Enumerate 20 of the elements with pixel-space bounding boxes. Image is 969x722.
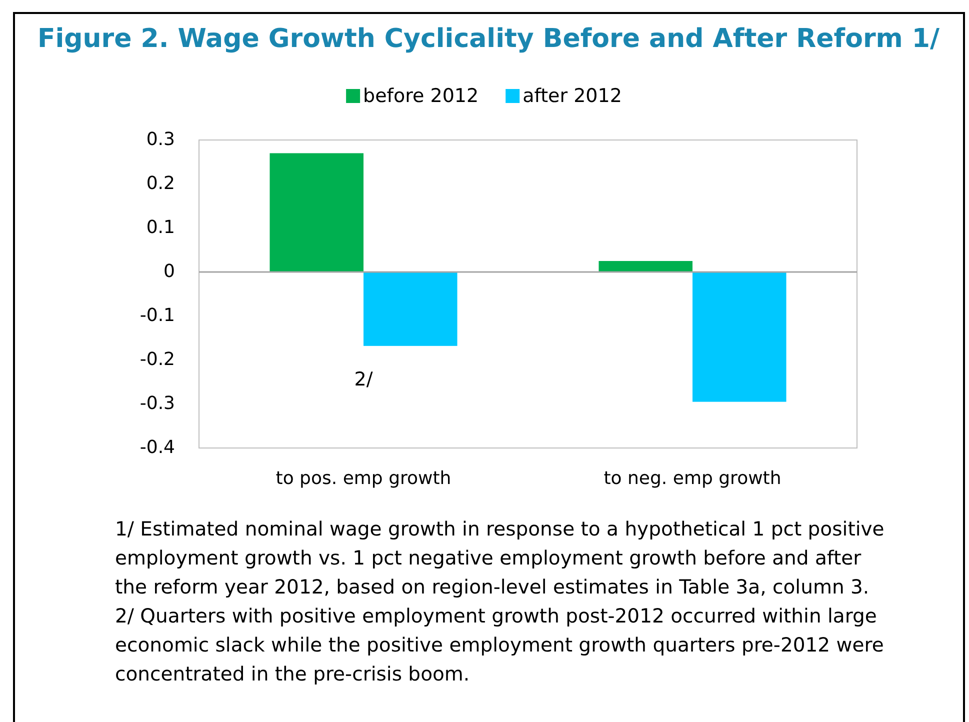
text: 2/ Quarters with positive employment growth post-2012 occurred within large economic slack while the positive employment growth quarters pre-2012 were concentrated in the pre-crisis boom.	[115, 604, 884, 686]
y-tick-label: -0.1	[140, 304, 175, 326]
text: 1/ Estimated nominal wage growth in response to a hypothetical 1 pct positive employment growth vs. 1 pct negative employment growth before and after the reform year 2012, based on region-level estimates in Table 3a, column 3.	[115, 517, 884, 598]
y-tick-label: 0.3	[146, 128, 175, 150]
y-tick-label: -0.3	[140, 392, 175, 414]
bar	[692, 272, 786, 402]
bar	[270, 153, 364, 272]
y-tick-label: -0.4	[140, 436, 175, 458]
y-tick-label: -0.2	[140, 348, 175, 370]
legend-label: after 2012	[522, 85, 622, 108]
annotation: 2/	[354, 368, 374, 390]
y-tick-label: 0.1	[146, 216, 175, 238]
chart-title: Figure 2. Wage Growth Cyclicality Before and After Reform 1/	[37, 24, 940, 54]
y-tick-label: 0	[164, 260, 175, 282]
bar	[598, 261, 692, 272]
x-tick-label: to pos. emp growth	[276, 468, 452, 489]
x-tick-label: to neg. emp growth	[604, 468, 782, 489]
bar	[364, 272, 458, 346]
legend-label: before 2012	[363, 85, 479, 108]
y-tick-label: 0.2	[146, 172, 175, 194]
